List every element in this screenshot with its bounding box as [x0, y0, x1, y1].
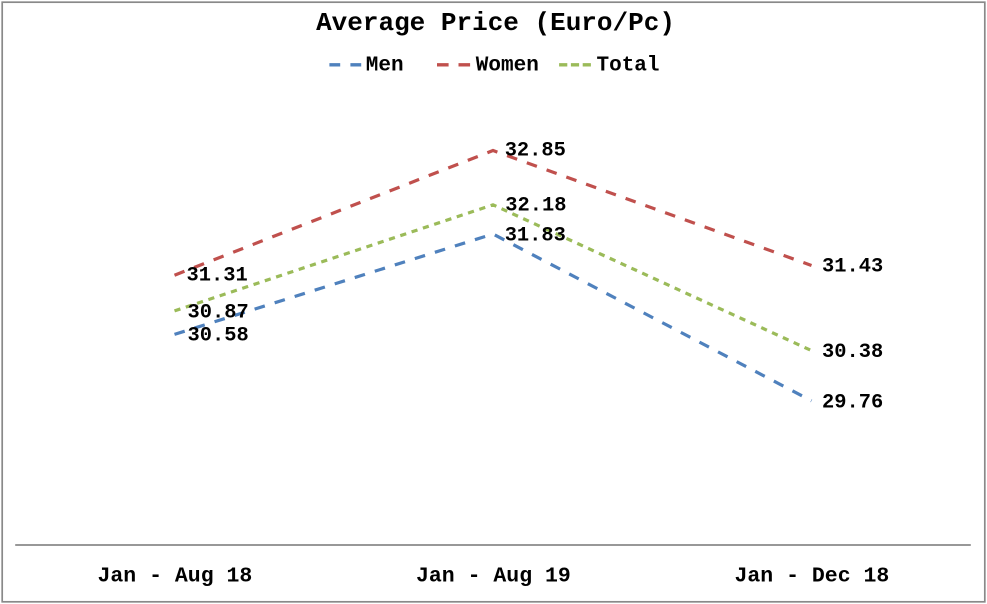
- svg-text:Men: Men: [366, 55, 404, 78]
- svg-text:32.18: 32.18: [505, 195, 566, 218]
- svg-text:Average Price (Euro/Pc): Average Price (Euro/Pc): [316, 8, 675, 38]
- svg-text:31.31: 31.31: [187, 265, 248, 288]
- svg-text:30.58: 30.58: [188, 325, 249, 348]
- svg-text:Jan - Aug 19: Jan - Aug 19: [416, 565, 571, 589]
- svg-text:30.38: 30.38: [822, 341, 883, 364]
- svg-text:32.85: 32.85: [505, 140, 566, 163]
- svg-text:Total: Total: [597, 55, 660, 78]
- svg-text:29.76: 29.76: [822, 391, 883, 414]
- svg-text:Women: Women: [476, 55, 539, 78]
- svg-text:Jan - Aug 18: Jan - Aug 18: [97, 565, 252, 589]
- svg-text:31.43: 31.43: [822, 256, 883, 279]
- svg-text:31.83: 31.83: [505, 224, 566, 247]
- svg-text:Jan - Dec 18: Jan - Dec 18: [734, 565, 889, 589]
- svg-text:30.87: 30.87: [188, 302, 249, 325]
